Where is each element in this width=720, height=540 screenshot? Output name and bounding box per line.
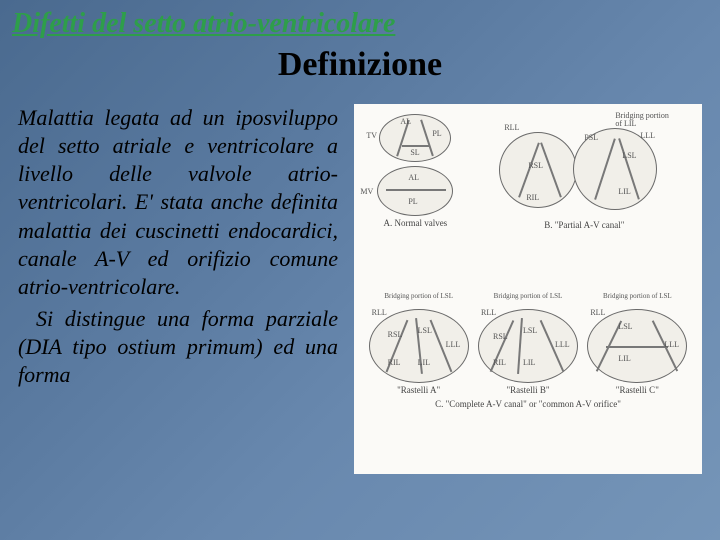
rastelli-b-caption: "Rastelli B" [473,385,582,395]
rc-lil: LIL [618,354,630,363]
rc-lll: LLL [664,340,679,349]
label-bridging-b: Bridging portion of LIL [615,112,675,128]
ra-ril: RIL [388,358,401,367]
label-sl: SL [410,148,419,157]
label-lsl-b: LSL [622,151,636,160]
label-bridging-b2: Bridging portion of LSL [473,293,582,309]
label-pl-bot: PL [408,197,417,206]
label-pl: PL [432,129,441,138]
ra-lil: LIL [418,358,430,367]
label-rsl-b: RSL [528,161,543,170]
paragraph-1: Malattia legata ad un iposviluppo del se… [18,104,338,301]
panel-b: RLL RSL RIL PSL LSL LLL LIL Bridgin [473,110,696,287]
ra-lsl: LSL [418,326,432,335]
label-lll-b: LLL [640,131,655,140]
label-rll-b: RLL [504,123,519,132]
content-wrap: Malattia legata ad un iposviluppo del se… [0,104,720,474]
ra-rsl: RSL [388,330,403,339]
rastelli-a-caption: "Rastelli A" [364,385,473,395]
rb-rsl: RSL [493,332,508,341]
label-al-bot: AL [408,173,419,182]
label-ril-b: RIL [526,193,539,202]
rastelli-c: Bridging portion of LSL RLL LSL LIL LLL … [583,293,692,395]
ra-rll: RLL [372,308,387,317]
panel-c: Bridging portion of LSL RLL RSL RIL LSL … [360,291,696,468]
rc-lsl: LSL [618,322,632,331]
label-psl-b: PSL [584,133,598,142]
rb-rll: RLL [481,308,496,317]
rastelli-c-caption: "Rastelli C" [583,385,692,395]
label-bridging-c: Bridging portion of LSL [583,293,692,309]
label-mv: MV [360,187,373,196]
label-al-top: AL [400,117,411,126]
panel-a: TV AL PL SL AL PL MV A. Normal valves [360,110,471,287]
paragraph-2: Si distingue una forma parziale (DIA tip… [18,305,338,389]
ra-lll: LLL [446,340,461,349]
slide-title: Difetti del setto atrio-ventricolare [0,0,720,42]
rb-ril: RIL [493,358,506,367]
panel-c-caption: C. "Complete A-V canal" or "common A-V o… [435,399,621,409]
rb-lll: LLL [555,340,570,349]
label-tv: TV [366,131,377,140]
rastelli-a: Bridging portion of LSL RLL RSL RIL LSL … [364,293,473,395]
rb-lil: LIL [523,358,535,367]
rastelli-b: Bridging portion of LSL RLL RSL RIL LSL … [473,293,582,395]
figure: TV AL PL SL AL PL MV A. Normal valves [354,104,702,474]
subtitle: Definizione [0,42,720,104]
rc-rll: RLL [590,308,605,317]
panel-a-caption: A. Normal valves [383,218,447,228]
label-bridging-a: Bridging portion of LSL [364,293,473,309]
body-text: Malattia legata ad un iposviluppo del se… [18,104,338,474]
panel-b-caption: B. "Partial A-V canal" [544,220,624,230]
label-lil-b: LIL [618,187,630,196]
rb-lsl: LSL [523,326,537,335]
